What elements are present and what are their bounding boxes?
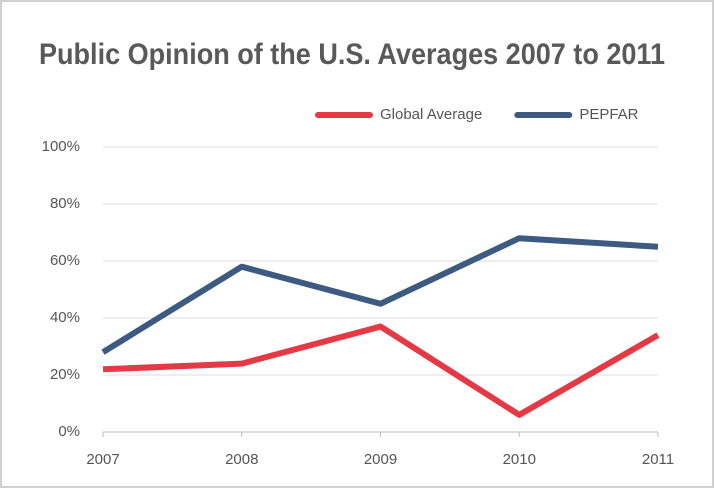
y-tick-label: 0% <box>58 423 80 440</box>
y-tick-label: 100% <box>42 138 80 155</box>
x-tick-label: 2011 <box>642 451 674 468</box>
x-tick-label: 2007 <box>86 451 119 468</box>
y-tick-label: 20% <box>50 366 80 383</box>
x-tick-label: 2010 <box>503 451 536 468</box>
legend-label: Global Average <box>380 106 482 123</box>
y-tick-label: 60% <box>50 252 80 269</box>
line-series <box>102 323 660 418</box>
y-tick-label: 40% <box>50 309 80 326</box>
y-tick-label: 80% <box>50 195 80 212</box>
line-series <box>101 235 659 355</box>
x-tick-label: 2008 <box>225 451 258 468</box>
chart-title: Public Opinion of the U.S. Averages 2007… <box>39 38 665 71</box>
legend-label: PEPFAR <box>579 106 638 123</box>
x-tick-label: 2009 <box>364 451 397 468</box>
